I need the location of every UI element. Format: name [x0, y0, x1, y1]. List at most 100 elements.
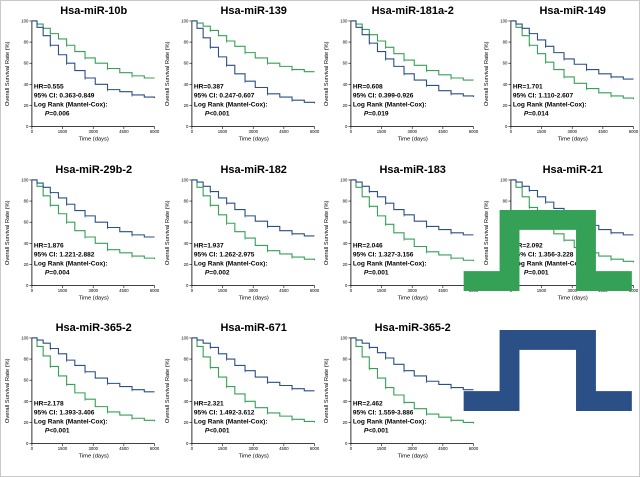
ci-value: 95% CI: 1.262-2.975: [193, 251, 254, 258]
logrank-label: Log Rank (Mantel-Cox):: [353, 102, 427, 109]
y-tick-label: 20: [183, 261, 188, 266]
x-axis-label: Time (days): [79, 295, 109, 301]
y-tick-label: 0: [345, 283, 348, 288]
y-tick-label: 20: [24, 261, 29, 266]
y-tick-label: 100: [21, 177, 29, 182]
x-tick-label: 3000: [88, 446, 98, 451]
y-tick-label: 0: [26, 441, 29, 446]
km-plot-svg: Hsa-miR-365-2 0 20 40 60 80 100 0 1500 3000 4500 60…: [324, 322, 479, 460]
km-plot-svg: Hsa-miR-139 0 20 40 60 80 100 0 1500 3000 4500 6000…: [164, 5, 319, 143]
x-axis-label: Time (days): [238, 295, 268, 301]
km-plot: Hsa-miR-181a-2 0 20 40 60 80 100 0 1500 3000 4500 6…: [320, 1, 480, 160]
high-expression-line-icon: [463, 210, 632, 292]
y-tick-label: 100: [21, 335, 29, 340]
legend-item-low-expression: Low Expression (n=157): [456, 317, 640, 424]
legend-cell: High Expression (n=158) Low Expression (…: [463, 210, 640, 477]
y-tick-label: 60: [343, 378, 348, 383]
logrank-label: Log Rank (Mantel-Cox):: [193, 102, 267, 109]
y-tick-label: 40: [343, 82, 348, 87]
high-expression-curve: [350, 20, 474, 81]
hr-value: HR=2.092: [512, 242, 542, 249]
legend-item-high-expression: High Expression (n=158): [456, 197, 640, 304]
x-tick-label: 6000: [309, 288, 319, 293]
x-tick-label: 0: [350, 446, 353, 451]
plot-title: Hsa-miR-29b-2: [55, 163, 132, 175]
x-tick-label: 4500: [279, 129, 289, 134]
y-tick-label: 0: [26, 283, 29, 288]
ci-value: 95% CI: 1.393-3.406: [34, 410, 95, 417]
y-axis-label: Overall Survival Rate (%): [164, 358, 170, 423]
y-tick-label: 60: [24, 378, 29, 383]
y-tick-label: 60: [24, 219, 29, 224]
x-axis-label: Time (days): [557, 295, 587, 301]
y-tick-label: 20: [24, 103, 29, 108]
y-tick-label: 20: [502, 103, 507, 108]
x-tick-label: 4500: [279, 446, 289, 451]
p-value: P=0.002: [204, 269, 229, 276]
x-tick-label: 0: [31, 129, 34, 134]
x-tick-label: 3000: [567, 288, 577, 293]
km-plot: Hsa-miR-29b-2 0 20 40 60 80 100 0 1500 3000 4500 60…: [1, 160, 161, 319]
logrank-label: Log Rank (Mantel-Cox):: [34, 419, 108, 426]
plot-title: Hsa-miR-671: [220, 322, 286, 334]
p-value: P=0.004: [45, 269, 70, 276]
plot-title: Hsa-miR-365-2: [375, 322, 451, 334]
ci-value: 95% CI: 1.221-2.882: [34, 251, 95, 258]
y-tick-label: 100: [340, 335, 348, 340]
plot-title: Hsa-miR-139: [220, 5, 286, 17]
hr-value: HR=1.937: [193, 242, 223, 249]
y-tick-label: 20: [24, 420, 29, 425]
logrank-label: Log Rank (Mantel-Cox):: [34, 102, 108, 109]
km-plot: Hsa-miR-365-2 0 20 40 60 80 100 0 1500 3000 4500 60…: [320, 318, 480, 477]
low-expression-curve: [350, 178, 474, 235]
x-tick-label: 0: [509, 129, 512, 134]
x-axis-label: Time (days): [398, 137, 428, 143]
x-tick-label: 6000: [309, 446, 319, 451]
x-tick-label: 3000: [248, 129, 258, 134]
hr-value: HR=0.608: [353, 84, 383, 91]
x-tick-label: 6000: [309, 129, 319, 134]
y-axis-label: Overall Survival Rate (%): [324, 200, 330, 265]
p-value: P<0.001: [364, 428, 389, 435]
y-tick-label: 0: [186, 441, 189, 446]
hr-value: HR=0.555: [34, 84, 64, 91]
x-tick-label: 4500: [598, 129, 608, 134]
x-tick-label: 3000: [567, 129, 577, 134]
high-expression-curve: [31, 20, 155, 79]
ci-value: 95% CI: 1.110-2.607: [512, 93, 573, 100]
logrank-label: Log Rank (Mantel-Cox):: [353, 260, 427, 267]
x-tick-label: 1500: [377, 288, 387, 293]
hr-value: HR=2.321: [193, 401, 223, 408]
y-axis-label: Overall Survival Rate (%): [164, 41, 170, 106]
low-expression-curve: [31, 178, 155, 238]
y-axis-label: Overall Survival Rate (%): [324, 358, 330, 423]
y-tick-label: 100: [181, 335, 189, 340]
x-tick-label: 4500: [438, 446, 448, 451]
ci-value: 95% CI: 0.363-0.849: [34, 93, 95, 100]
y-tick-label: 0: [345, 124, 348, 129]
hr-value: HR=1.876: [34, 242, 64, 249]
p-value: P<0.001: [45, 428, 70, 435]
low-expression-curve: [510, 20, 634, 80]
y-tick-label: 100: [340, 177, 348, 182]
x-tick-label: 6000: [469, 129, 479, 134]
logrank-label: Log Rank (Mantel-Cox):: [512, 260, 586, 267]
y-tick-label: 60: [502, 61, 507, 66]
km-plot-svg: Hsa-miR-181a-2 0 20 40 60 80 100 0 1500 3000 4500 6…: [324, 5, 479, 143]
km-plot-svg: Hsa-miR-10b 0 20 40 60 80 100 0 1500 3000 4500 6000…: [5, 5, 160, 143]
y-tick-label: 60: [343, 61, 348, 66]
y-tick-label: 40: [183, 82, 188, 87]
p-value: P=0.001: [523, 269, 548, 276]
y-tick-label: 40: [24, 82, 29, 87]
x-tick-label: 0: [350, 129, 353, 134]
logrank-label: Log Rank (Mantel-Cox):: [353, 419, 427, 426]
km-plot: Hsa-miR-182 0 20 40 60 80 100 0 1500 3000 4500 6000…: [161, 160, 321, 319]
x-tick-label: 3000: [407, 446, 417, 451]
hr-value: HR=1.701: [512, 84, 542, 91]
x-tick-label: 1500: [58, 288, 68, 293]
x-tick-label: 0: [190, 446, 193, 451]
legend: High Expression (n=158) Low Expression (…: [456, 197, 640, 424]
y-tick-label: 0: [186, 283, 189, 288]
x-tick-label: 3000: [248, 446, 258, 451]
